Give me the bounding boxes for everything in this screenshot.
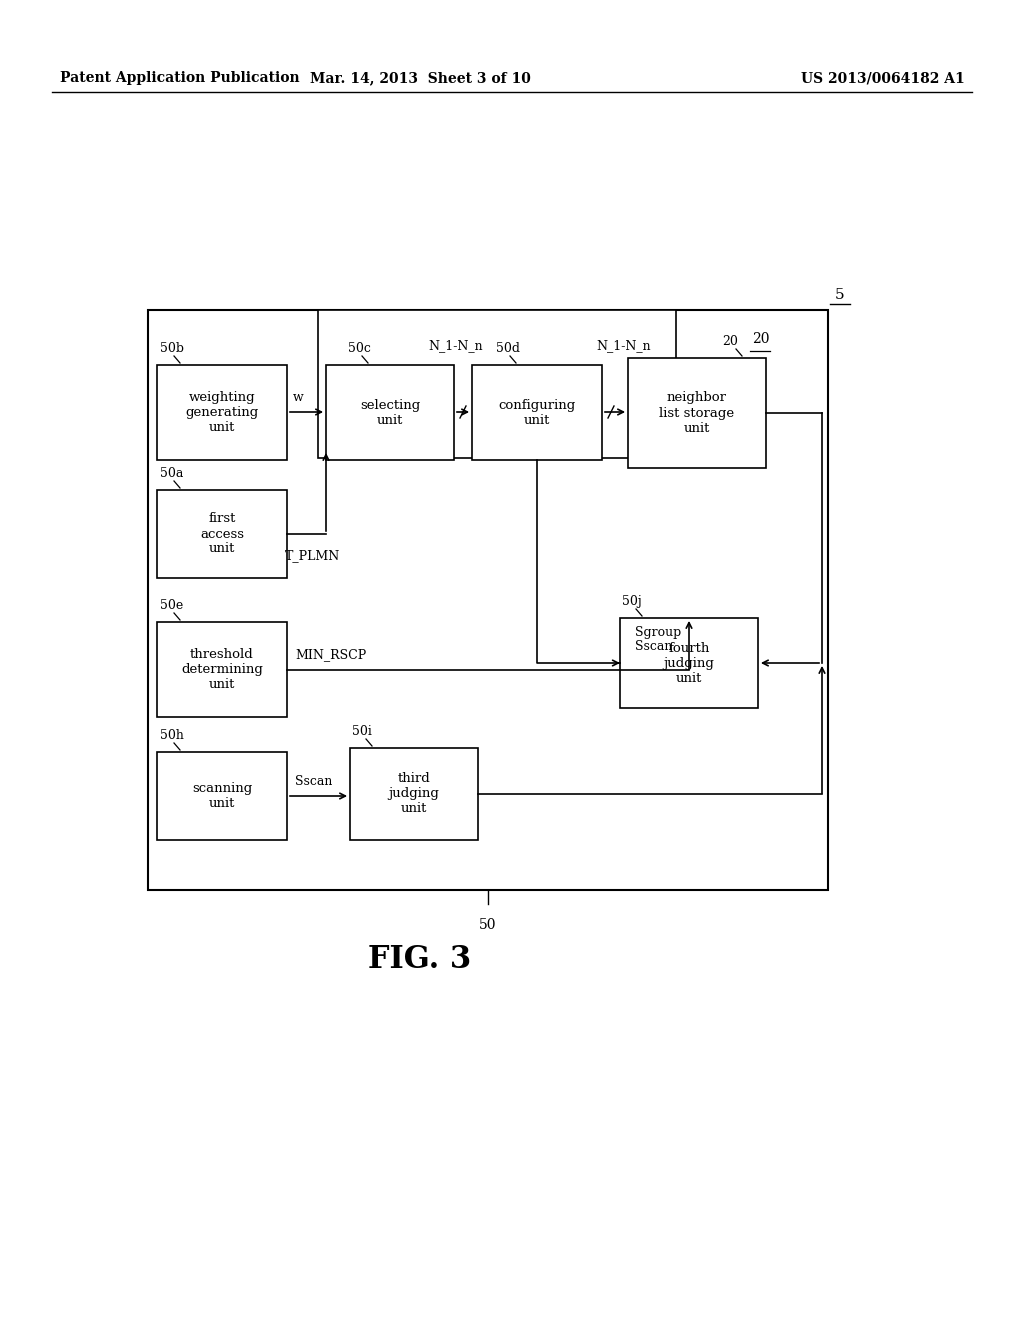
Text: Sscan: Sscan <box>295 775 333 788</box>
Text: w: w <box>293 391 304 404</box>
Bar <box>620 618 758 708</box>
Bar <box>628 358 766 469</box>
Text: 50e: 50e <box>160 599 183 612</box>
Text: FIG. 3: FIG. 3 <box>369 945 472 975</box>
Text: configuring
unit: configuring unit <box>499 399 575 426</box>
Text: 50i: 50i <box>352 725 372 738</box>
Text: selecting
unit: selecting unit <box>359 399 420 426</box>
Text: 20: 20 <box>752 333 769 346</box>
Text: 50: 50 <box>479 917 497 932</box>
Bar <box>157 622 287 717</box>
Text: T_PLMN: T_PLMN <box>285 549 340 562</box>
Text: 50h: 50h <box>160 729 184 742</box>
Text: 50b: 50b <box>160 342 184 355</box>
Bar <box>472 366 602 459</box>
Text: third
judging
unit: third judging unit <box>388 772 439 816</box>
Text: 50d: 50d <box>496 342 520 355</box>
Bar <box>148 310 828 890</box>
Text: US 2013/0064182 A1: US 2013/0064182 A1 <box>801 71 965 84</box>
Text: 50j: 50j <box>622 595 642 609</box>
Bar <box>318 310 676 458</box>
Text: fourth
judging
unit: fourth judging unit <box>664 642 715 685</box>
Text: Sgroup: Sgroup <box>635 626 681 639</box>
Bar <box>157 752 287 840</box>
Text: neighbor
list storage
unit: neighbor list storage unit <box>659 392 734 434</box>
Text: 20: 20 <box>722 335 738 348</box>
Text: threshold
determining
unit: threshold determining unit <box>181 648 263 690</box>
Bar <box>350 748 478 840</box>
Text: N_1-N_n: N_1-N_n <box>428 339 482 352</box>
Text: Patent Application Publication: Patent Application Publication <box>60 71 300 84</box>
Bar <box>157 490 287 578</box>
Bar <box>157 366 287 459</box>
Text: weighting
generating
unit: weighting generating unit <box>185 391 259 434</box>
Text: scanning
unit: scanning unit <box>191 781 252 810</box>
Text: Mar. 14, 2013  Sheet 3 of 10: Mar. 14, 2013 Sheet 3 of 10 <box>309 71 530 84</box>
Text: MIN_RSCP: MIN_RSCP <box>295 648 367 661</box>
Text: 50c: 50c <box>348 342 371 355</box>
Text: 50a: 50a <box>160 467 183 480</box>
Bar <box>326 366 454 459</box>
Text: first
access
unit: first access unit <box>200 512 244 556</box>
Text: Sscan: Sscan <box>635 640 673 653</box>
Text: N_1-N_n: N_1-N_n <box>596 339 650 352</box>
Text: 5: 5 <box>836 288 845 302</box>
